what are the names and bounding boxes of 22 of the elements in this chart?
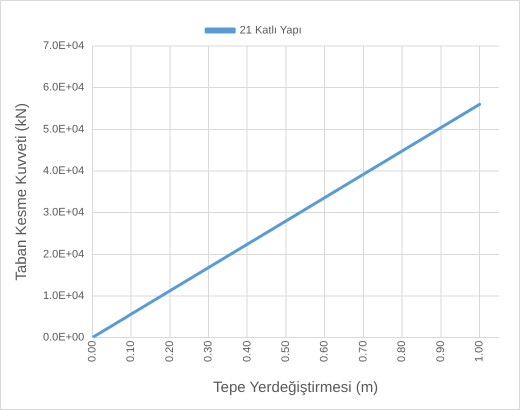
x-tick-label: 0.70 bbox=[357, 340, 370, 362]
y-tick-label: 4.0E+04 bbox=[42, 165, 84, 177]
y-tick-label: 3.0E+04 bbox=[42, 206, 84, 219]
y-tick-label: 6.0E+04 bbox=[42, 82, 84, 94]
y-tick-label: 2.0E+04 bbox=[42, 248, 84, 260]
x-tick-label: 0.40 bbox=[241, 340, 254, 362]
x-tick-label: 0.10 bbox=[125, 340, 138, 362]
x-tick-label: 0.80 bbox=[396, 340, 408, 362]
x-tick-label: 1.00 bbox=[474, 340, 486, 362]
x-tick-label: 0.60 bbox=[318, 340, 331, 362]
y-tick-label: 1.0E+04 bbox=[42, 290, 84, 302]
y-tick-label: 0.0E+00 bbox=[42, 332, 84, 344]
x-tick-label: 0.00 bbox=[86, 340, 98, 362]
x-tick-label: 0.30 bbox=[202, 340, 215, 362]
x-tick-label: 0.50 bbox=[280, 340, 292, 362]
x-axis-title: Tepe Yerdeğiştirmesi (m) bbox=[213, 379, 378, 396]
y-axis-title: Taban Kesme Kuvveti (kN) bbox=[13, 103, 30, 281]
legend-label: 21 Katlı Yapı bbox=[240, 24, 302, 37]
y-tick-label: 5.0E+04 bbox=[42, 123, 84, 136]
x-tick-label: 0.90 bbox=[434, 340, 447, 362]
y-tick-label: 7.0E+04 bbox=[42, 40, 84, 52]
x-tick-label: 0.20 bbox=[164, 340, 176, 362]
